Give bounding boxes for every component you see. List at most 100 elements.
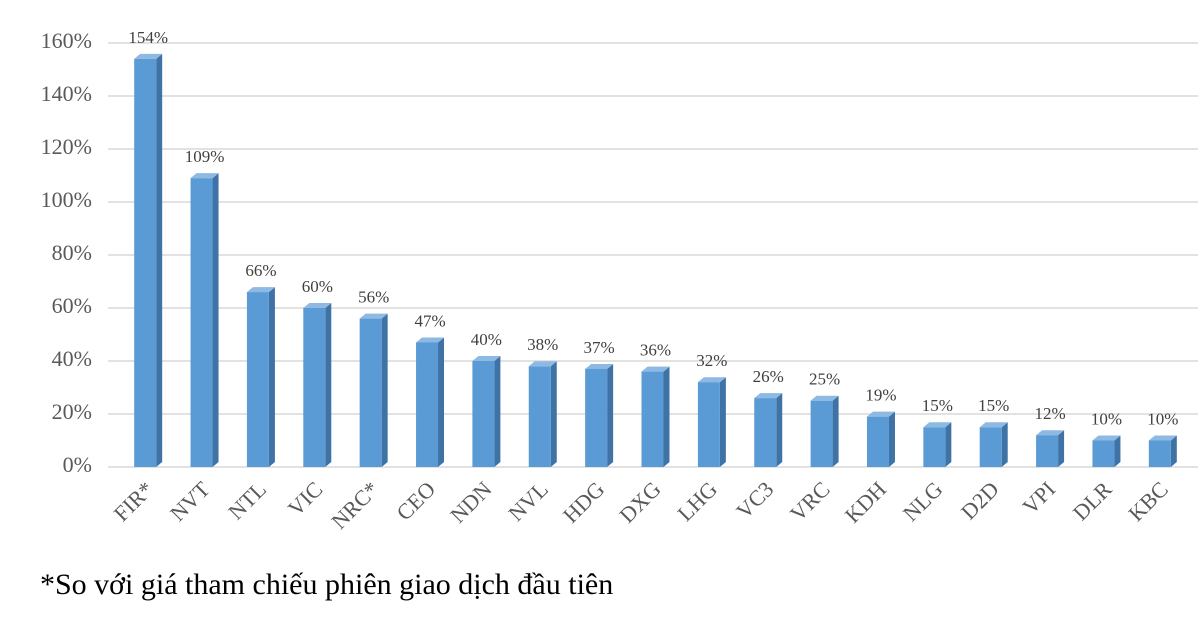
y-tick-label: 60% — [52, 293, 92, 318]
value-label: 40% — [471, 330, 502, 349]
bar-side — [1001, 422, 1008, 467]
value-label: 25% — [809, 370, 840, 389]
value-label: 37% — [584, 338, 615, 357]
value-label: 60% — [302, 277, 333, 296]
bar — [472, 361, 495, 467]
x-tick-label: DXG — [614, 476, 665, 527]
bar-top — [1092, 435, 1121, 441]
x-tick-label: VPI — [1017, 476, 1060, 519]
bar-top — [359, 313, 388, 319]
bar — [810, 400, 833, 467]
bar-side — [381, 313, 388, 467]
x-tick-label: DLR — [1068, 476, 1117, 525]
bar — [246, 292, 269, 467]
bar-top — [472, 356, 501, 361]
x-tick-label: NVL — [503, 476, 553, 526]
x-tick-label: FIR* — [109, 476, 159, 526]
bar-side — [212, 173, 219, 467]
value-label: 66% — [245, 261, 276, 280]
x-tick-label: HDG — [558, 476, 609, 527]
bar — [1092, 440, 1115, 467]
bar-top — [303, 303, 332, 308]
bar — [923, 427, 946, 467]
bar-side — [607, 363, 614, 467]
bar — [134, 58, 157, 468]
bar-side — [494, 356, 501, 467]
bar — [359, 318, 382, 467]
y-tick-label: 100% — [41, 187, 92, 212]
bar — [303, 308, 326, 467]
y-tick-label: 40% — [52, 346, 92, 371]
value-label: 38% — [527, 335, 558, 354]
bar-side — [550, 361, 557, 467]
bar — [190, 178, 213, 467]
bar-top — [585, 363, 614, 369]
bar-side — [719, 377, 726, 467]
value-label: 32% — [696, 351, 727, 370]
x-tick-label: KDH — [840, 476, 891, 527]
bar — [528, 366, 551, 467]
bar-side — [156, 53, 163, 468]
bar-top — [190, 173, 219, 179]
bar — [697, 382, 720, 467]
y-tick-label: 20% — [52, 399, 92, 424]
bar-side — [776, 393, 783, 467]
x-tick-label: LHG — [672, 476, 722, 526]
x-tick-label: NLG — [898, 476, 948, 526]
bar-top — [866, 411, 895, 417]
value-label: 56% — [358, 288, 389, 307]
bar-side — [325, 303, 332, 467]
y-tick-label: 0% — [63, 452, 92, 477]
y-tick-label: 120% — [41, 134, 92, 159]
value-label: 109% — [185, 147, 225, 166]
bar-top — [1148, 435, 1177, 441]
bar-top — [246, 287, 275, 293]
bar-top — [979, 422, 1008, 428]
x-tick-label: NRC* — [326, 476, 383, 533]
value-label: 26% — [753, 367, 784, 386]
x-tick-label: NVT — [165, 476, 215, 526]
bar-side — [1114, 435, 1121, 467]
x-tick-label: CEO — [391, 476, 440, 525]
value-label: 154% — [128, 28, 168, 47]
x-tick-label: NDN — [445, 476, 496, 527]
bar-side — [268, 287, 275, 467]
bar-top — [416, 337, 445, 343]
value-label: 36% — [640, 341, 671, 360]
x-tick-label: NTL — [223, 476, 271, 524]
bar-side — [888, 411, 895, 467]
bar — [585, 368, 608, 467]
bar-top — [923, 422, 952, 428]
bar-top — [134, 53, 163, 59]
bar — [754, 398, 777, 467]
bar — [866, 416, 889, 467]
value-label: 15% — [922, 396, 953, 415]
x-tick-label: VC3 — [731, 476, 778, 523]
x-tick-label: VIC — [283, 476, 327, 520]
bar-top — [810, 395, 839, 401]
x-tick-label: VRC — [785, 476, 835, 526]
bar-top — [754, 393, 783, 399]
bar-top — [528, 361, 557, 367]
x-tick-label: KBC — [1123, 476, 1173, 526]
value-label: 12% — [1034, 404, 1065, 423]
y-tick-label: 140% — [41, 81, 92, 106]
bar — [1036, 435, 1059, 467]
bar-side — [438, 337, 445, 467]
value-label: 10% — [1091, 409, 1122, 428]
bar-top — [697, 377, 726, 383]
value-label: 15% — [978, 396, 1009, 415]
bar-top — [641, 366, 670, 372]
bar-side — [832, 395, 839, 467]
y-tick-label: 160% — [41, 28, 92, 53]
bar-side — [1058, 430, 1065, 467]
bar-side — [663, 366, 670, 467]
bar — [1148, 440, 1171, 467]
bar — [641, 371, 664, 467]
x-tick-label: D2D — [956, 476, 1004, 524]
bar — [416, 342, 439, 467]
footnote: *So với giá tham chiếu phiên giao dịch đ… — [40, 568, 613, 601]
value-label: 19% — [865, 386, 896, 405]
bar-top — [1036, 430, 1065, 436]
